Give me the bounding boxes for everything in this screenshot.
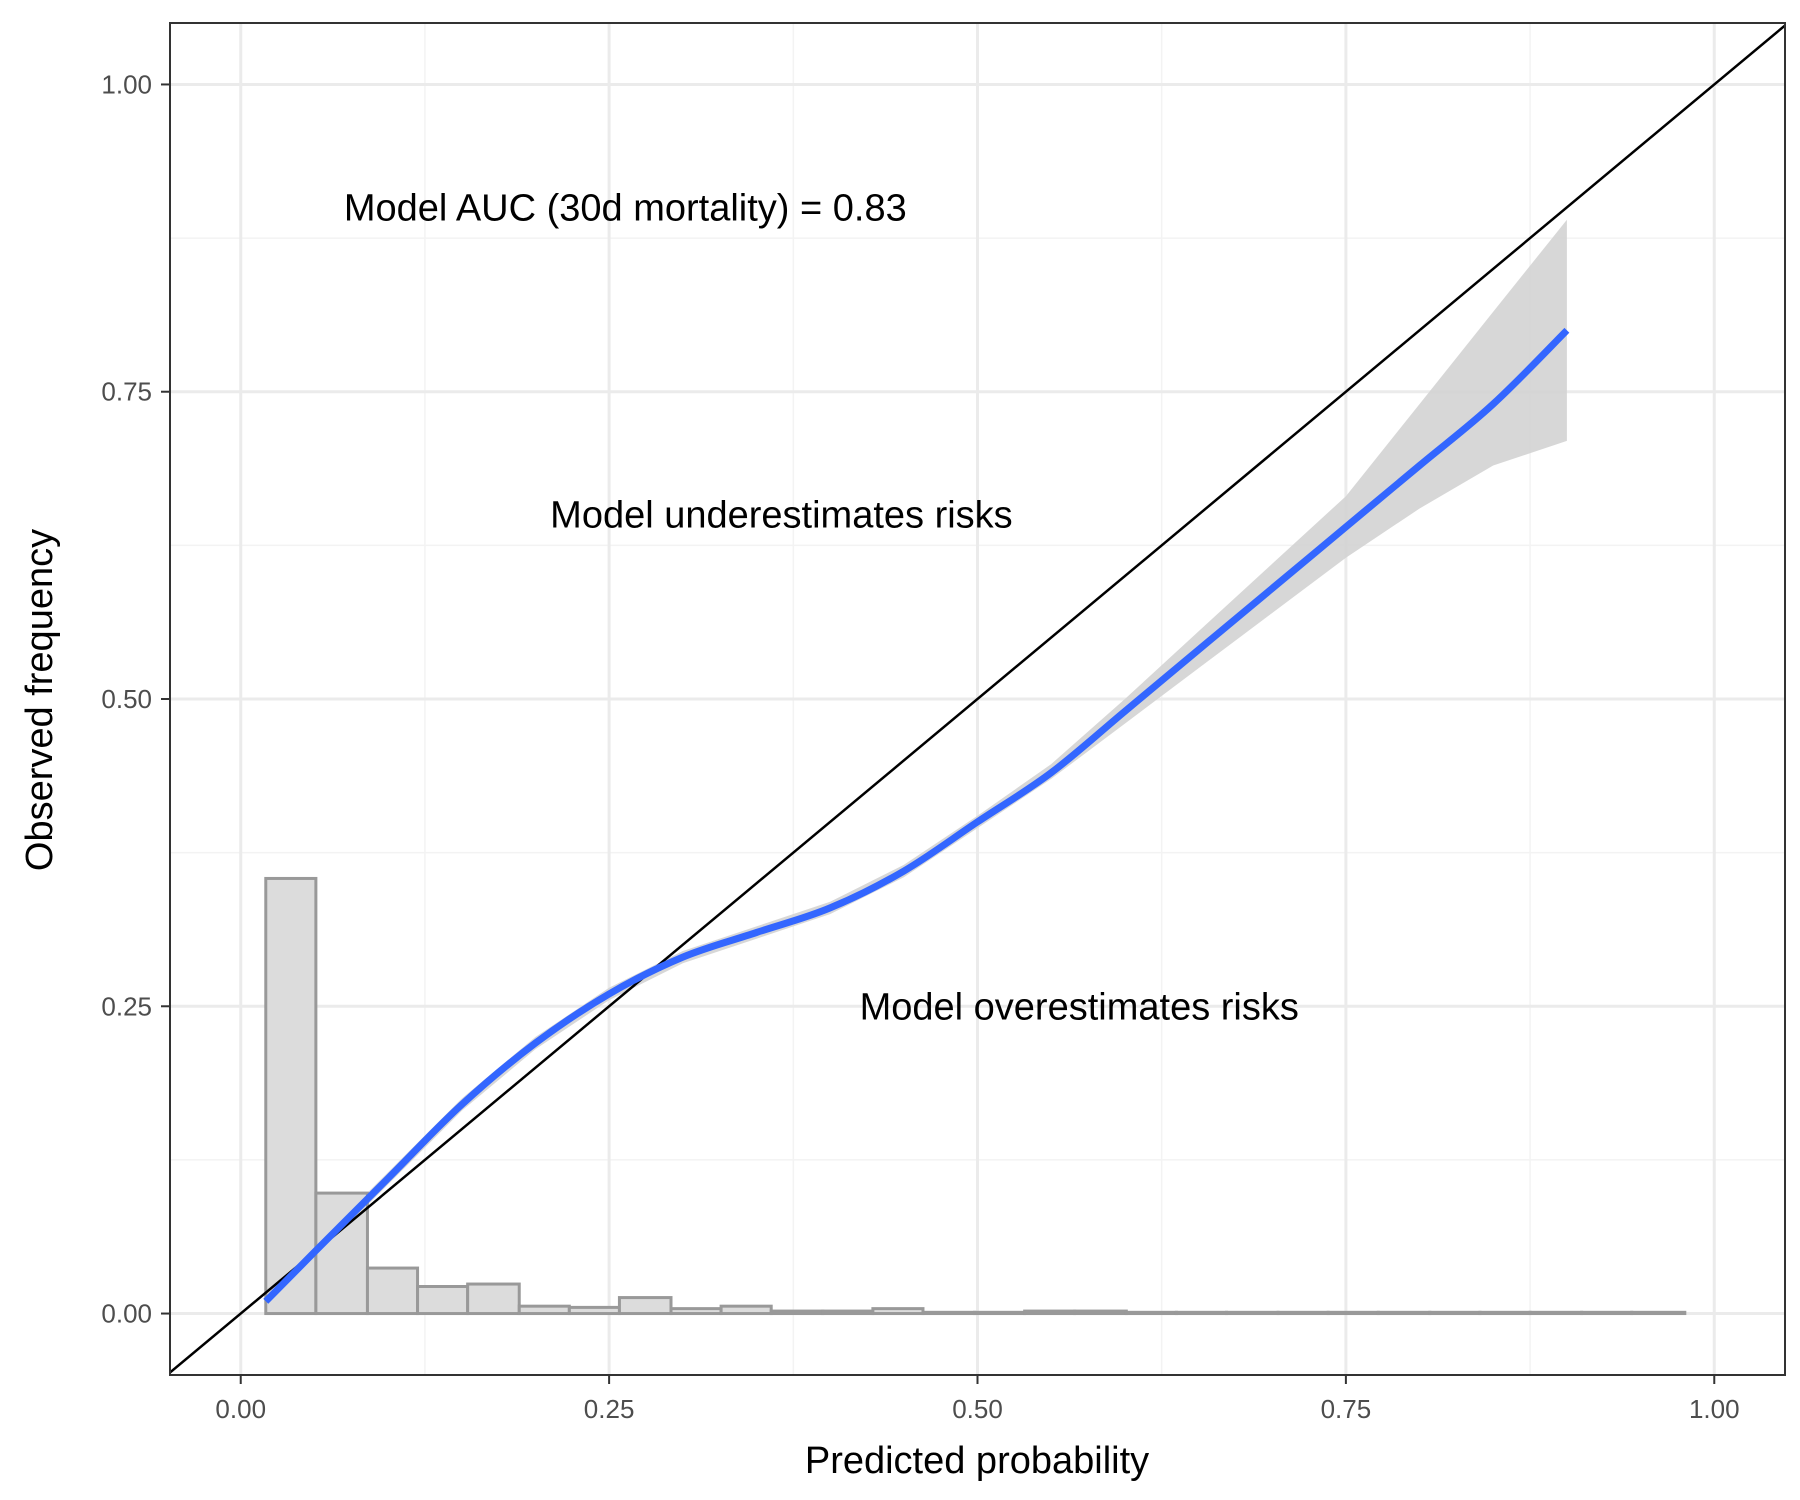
histogram-bar	[466, 1282, 521, 1316]
histogram-bar	[1428, 1310, 1482, 1316]
y-tick-label: 1.00	[101, 69, 152, 99]
histogram-bar	[567, 1305, 621, 1316]
histogram-bar	[1580, 1310, 1634, 1316]
annotation-text: Model underestimates risks	[550, 495, 1013, 537]
reference-diagonal-line	[170, 23, 1785, 1375]
histogram-bar	[617, 1296, 673, 1316]
calibration-curve	[263, 327, 1570, 1304]
histogram-bar	[1073, 1309, 1128, 1316]
histogram-bar	[264, 876, 318, 1316]
axes-layer: 0.00 0.25 0.50 0.75 1.00 0.00 0.25 0.50 0.75 1.00	[101, 69, 1739, 1424]
histogram-bar	[517, 1304, 571, 1316]
histogram-bar	[1528, 1310, 1584, 1316]
histogram-bar	[821, 1309, 875, 1316]
histogram-bar	[1023, 1309, 1077, 1316]
x-tick-label: 0.00	[215, 1394, 266, 1424]
y-tick-label: 0.25	[101, 991, 152, 1021]
histogram-bar	[921, 1310, 977, 1316]
reference-line-layer	[170, 23, 1785, 1375]
histogram-bar	[314, 1191, 369, 1316]
x-tick-label: 0.50	[952, 1394, 1003, 1424]
annotation-text: Model overestimates risks	[860, 986, 1299, 1028]
y-tick-label: 0.00	[101, 1299, 152, 1329]
histogram-bar	[973, 1310, 1027, 1316]
y-tick-label: 0.75	[101, 377, 152, 407]
x-tick-label: 0.75	[1321, 1394, 1372, 1424]
histogram-bar	[365, 1266, 420, 1316]
y-axis-title: Observed frequency	[19, 529, 61, 871]
annotation-layer: Model AUC (30d mortality) = 0.83 Model un…	[344, 187, 1299, 1028]
x-tick-label: 1.00	[1689, 1394, 1740, 1424]
calibration-curve-layer	[263, 327, 1570, 1304]
annotation-text: Model AUC (30d mortality) = 0.83	[344, 187, 907, 229]
histogram-bar	[1124, 1310, 1178, 1316]
histogram-bar	[1326, 1310, 1380, 1316]
histogram-bar	[1225, 1310, 1280, 1316]
x-axis-title: Predicted probability	[805, 1440, 1149, 1482]
histogram-layer	[264, 876, 1687, 1316]
histogram-bar	[1630, 1310, 1687, 1316]
histogram-bar	[719, 1304, 773, 1316]
histogram-bar	[416, 1285, 470, 1316]
histogram-bar	[1174, 1310, 1229, 1316]
histogram-bar	[871, 1307, 925, 1316]
histogram-bar	[1276, 1310, 1330, 1316]
histogram-bar	[769, 1309, 825, 1316]
y-tick-label: 0.50	[101, 684, 152, 714]
histogram-bar	[1478, 1310, 1532, 1316]
x-tick-label: 0.25	[584, 1394, 635, 1424]
histogram-bar	[1376, 1310, 1432, 1316]
histogram-bar	[669, 1307, 723, 1316]
